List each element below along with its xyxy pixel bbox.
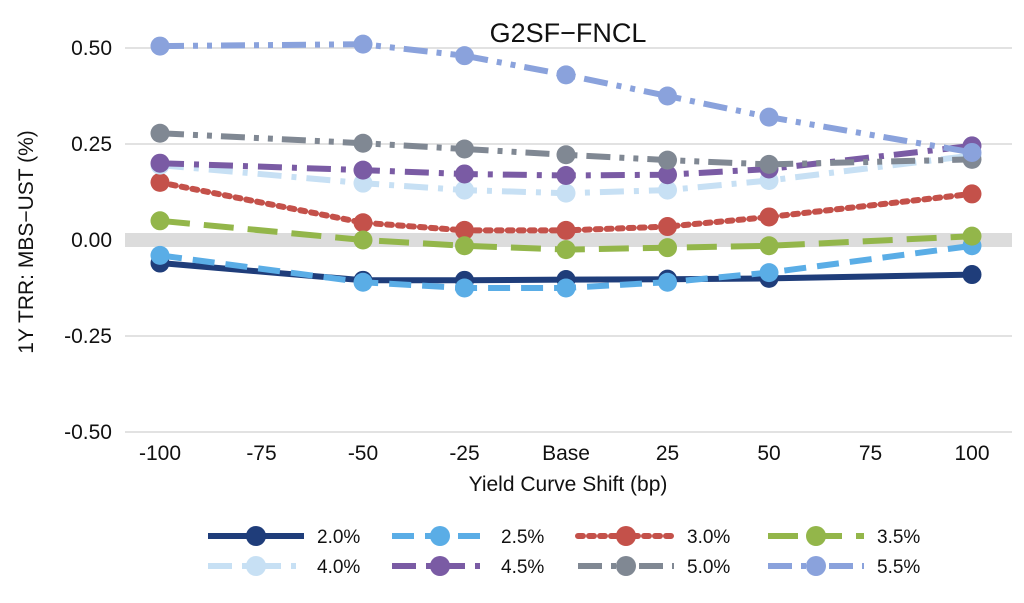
x-axis-label: Yield Curve Shift (bp) xyxy=(469,473,668,496)
data-point xyxy=(353,213,373,233)
series-3.0% xyxy=(150,172,982,240)
data-point xyxy=(556,183,576,203)
data-point xyxy=(150,211,170,231)
legend-item: 4.5% xyxy=(392,556,544,578)
legend-label: 5.5% xyxy=(877,557,920,578)
x-tick-label: Base xyxy=(542,442,590,465)
legend-item: 3.0% xyxy=(575,526,730,548)
data-point xyxy=(962,265,982,285)
data-point xyxy=(556,278,576,298)
data-point xyxy=(455,180,474,200)
legend-label: 2.5% xyxy=(501,527,544,548)
legend-item: 5.0% xyxy=(578,556,730,578)
chart-title: G2SF−FNCL xyxy=(490,18,647,48)
legend-label: 5.0% xyxy=(687,557,730,578)
legend-item: 4.0% xyxy=(208,556,360,578)
data-point xyxy=(962,184,982,204)
legend-swatch-marker xyxy=(616,526,636,546)
x-tick-label: -50 xyxy=(348,442,378,465)
x-tick-label: 25 xyxy=(656,442,679,465)
legend-swatch-marker xyxy=(430,526,450,546)
data-point xyxy=(455,278,474,298)
series-3.5% xyxy=(150,211,982,260)
data-point xyxy=(759,107,779,127)
data-point xyxy=(455,164,474,184)
data-point xyxy=(556,165,576,185)
data-point xyxy=(658,86,677,106)
data-point xyxy=(150,245,170,265)
legend-label: 3.5% xyxy=(877,527,920,548)
x-tick-label: 100 xyxy=(954,442,989,465)
data-point xyxy=(658,272,677,292)
data-point xyxy=(658,150,677,170)
legend-item: 2.0% xyxy=(208,526,360,548)
data-point xyxy=(353,133,373,153)
x-tick-label: -75 xyxy=(246,442,276,465)
data-point xyxy=(658,180,677,200)
legend-label: 3.0% xyxy=(687,527,730,548)
legend-label: 2.0% xyxy=(317,527,360,548)
data-point xyxy=(353,272,373,292)
legend-label: 4.5% xyxy=(501,557,544,578)
y-tick-label: 0.25 xyxy=(71,133,112,156)
x-tick-label: 75 xyxy=(859,442,882,465)
data-point xyxy=(353,160,373,180)
y-tick-label: -0.50 xyxy=(64,421,112,444)
data-point xyxy=(658,165,677,185)
legend-label: 4.0% xyxy=(317,557,360,578)
series-layer xyxy=(150,34,982,298)
data-point xyxy=(353,34,373,54)
legend-swatch-marker xyxy=(806,526,826,546)
data-point xyxy=(455,236,474,256)
y-tick-label: -0.25 xyxy=(64,325,112,348)
legend-swatch-marker xyxy=(246,526,266,546)
data-point xyxy=(353,173,373,193)
series-5.5% xyxy=(150,34,982,162)
data-point xyxy=(556,145,576,165)
data-point xyxy=(455,220,474,240)
legend-swatch-marker xyxy=(806,556,826,576)
legend-swatch-marker xyxy=(246,556,266,576)
x-tick-label: -100 xyxy=(139,442,181,465)
legend-item: 3.5% xyxy=(768,526,920,548)
data-point xyxy=(556,65,576,85)
series-line xyxy=(159,41,973,156)
data-point xyxy=(759,154,779,174)
data-point xyxy=(759,236,779,256)
legend-swatch-marker xyxy=(430,556,450,576)
data-point xyxy=(150,123,170,143)
data-point xyxy=(455,46,474,66)
y-axis-label: 1Y TRR: MBS−UST (%) xyxy=(15,130,38,353)
data-point xyxy=(150,172,170,192)
data-point xyxy=(962,226,982,246)
data-point xyxy=(759,263,779,283)
data-point xyxy=(455,139,474,159)
data-point xyxy=(556,240,576,260)
data-point xyxy=(658,238,677,258)
y-tick-label: 0.00 xyxy=(71,229,112,252)
y-tick-label: 0.50 xyxy=(71,37,112,60)
legend-item: 2.5% xyxy=(392,526,544,548)
data-point xyxy=(759,207,779,227)
data-point xyxy=(962,142,982,162)
tick-layer: 0.50 0.25 0.00 -0.25 -0.50 -100 -75 -50 -25 Base 2… xyxy=(64,37,989,465)
legend-swatch-marker xyxy=(616,556,636,576)
legend: 2.0% 2.5% 3.0% 3.5% 4.0% 4.5% 5.0% 5.5% xyxy=(208,526,920,578)
x-tick-label: 50 xyxy=(757,442,780,465)
data-point xyxy=(658,217,677,237)
data-point xyxy=(150,153,170,173)
legend-item: 5.5% xyxy=(768,556,920,578)
data-point xyxy=(150,36,170,56)
data-point xyxy=(556,220,576,240)
x-tick-label: -25 xyxy=(449,442,479,465)
data-point xyxy=(353,230,373,250)
